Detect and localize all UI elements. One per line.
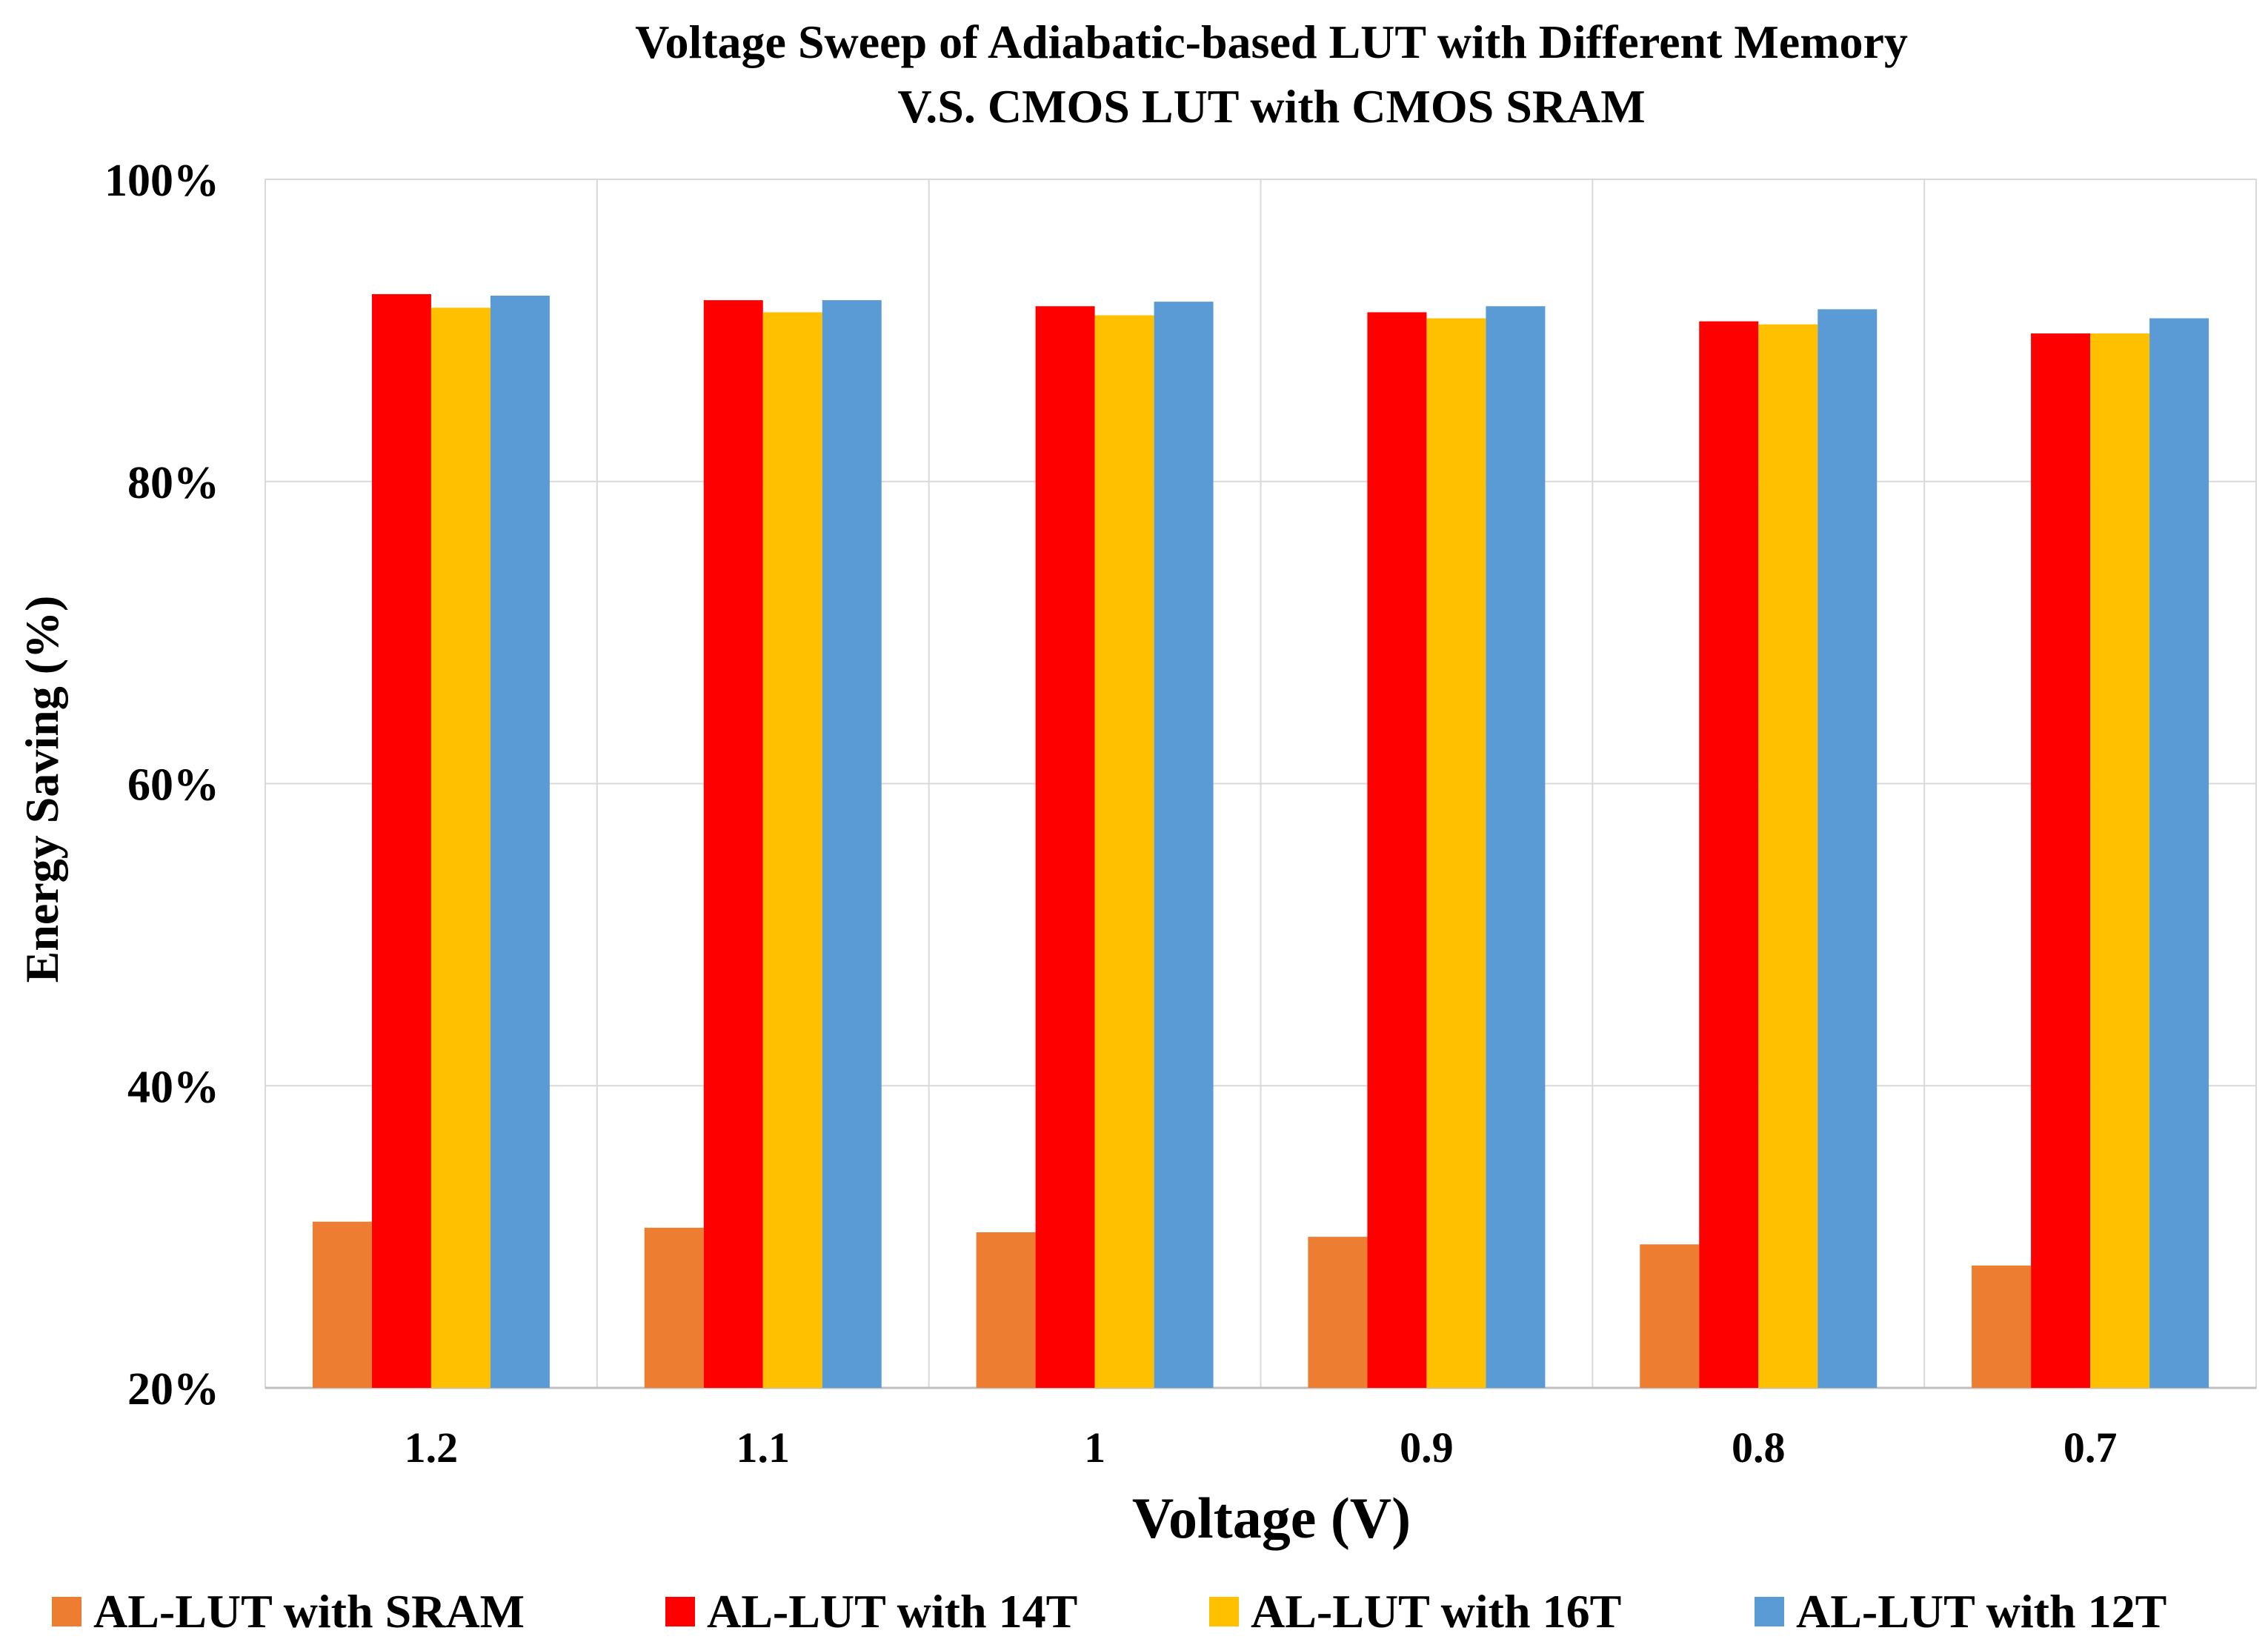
bar-al-lut-with-14t-0_8: [1699, 321, 1759, 1389]
bar-al-lut-with-16t-0_7: [2090, 333, 2150, 1388]
legend: AL-LUT with SRAM AL-LUT with 14T AL-LUT wi…: [52, 1585, 2166, 1638]
bar-al-lut-with-12t-1: [1154, 302, 1214, 1388]
x-tick-label: 0.8: [1732, 1423, 1786, 1472]
bar-al-lut-with-16t-0_9: [1426, 318, 1486, 1389]
bar-al-lut-with-16t-1_1: [762, 312, 822, 1388]
bar-al-lut-with-12t-1_2: [490, 295, 550, 1388]
legend-label: AL-LUT with 14T: [707, 1585, 1077, 1638]
y-tick-label: 60%: [127, 760, 219, 811]
bar-al-lut-with-12t-0_9: [1486, 306, 1546, 1388]
chart-title: Voltage Sweep of Adiabatic-based LUT wit…: [635, 16, 1908, 68]
bar-al-lut-with-14t-0_9: [1367, 312, 1427, 1388]
bars: [312, 293, 2209, 1389]
bar-al-lut-with-16t-1: [1094, 315, 1154, 1388]
bar-al-lut-with-12t-0_8: [1818, 309, 1878, 1388]
bar-al-lut-with-14t-1: [1035, 306, 1095, 1388]
bar-al-lut-with-sram-0_9: [1308, 1237, 1368, 1388]
legend-label: AL-LUT with SRAM: [93, 1585, 525, 1638]
x-tick-label: 1.2: [405, 1423, 459, 1472]
bar-al-lut-with-sram-1_1: [644, 1227, 704, 1388]
legend-swatch: [665, 1597, 695, 1626]
legend-label: AL-LUT with 16T: [1251, 1585, 1621, 1638]
bar-al-lut-with-12t-0_7: [2149, 318, 2209, 1389]
x-axis-ticks: 1.2 1.1 1 0.9 0.8 0.7: [405, 1423, 2118, 1472]
legend-swatch: [1209, 1597, 1239, 1626]
legend-swatch: [1755, 1597, 1784, 1626]
bar-al-lut-with-14t-0_7: [2031, 333, 2091, 1388]
legend-label: AL-LUT with 12T: [1796, 1585, 2166, 1638]
bar-al-lut-with-16t-0_8: [1758, 324, 1818, 1389]
bar-al-lut-with-12t-1_1: [822, 300, 882, 1389]
x-tick-label: 0.9: [1400, 1423, 1454, 1472]
y-tick-label: 80%: [127, 458, 219, 508]
x-tick-label: 1.1: [736, 1423, 791, 1472]
legend-swatch: [52, 1597, 82, 1626]
bar-al-lut-with-sram-1: [976, 1232, 1036, 1388]
bar-al-lut-with-16t-1_2: [430, 308, 490, 1389]
y-axis-label: Energy Saving (%): [16, 596, 68, 983]
bar-al-lut-with-14t-1_1: [703, 300, 763, 1389]
x-axis-label: Voltage (V): [1132, 1486, 1411, 1550]
y-tick-label: 40%: [127, 1062, 219, 1112]
x-tick-label: 1: [1084, 1423, 1105, 1472]
bar-al-lut-with-sram-0_7: [1972, 1265, 2032, 1388]
x-tick-label: 0.7: [2064, 1423, 2118, 1472]
chart-subtitle: V.S. CMOS LUT with CMOS SRAM: [897, 80, 1645, 133]
y-tick-label: 20%: [127, 1364, 219, 1415]
y-axis-ticks: 20% 40% 60% 80% 100%: [104, 156, 219, 1415]
bar-al-lut-with-sram-0_8: [1640, 1244, 1700, 1388]
bar-al-lut-with-14t-1_2: [371, 293, 431, 1388]
y-tick-label: 100%: [104, 156, 219, 206]
bar-al-lut-with-sram-1_2: [312, 1221, 372, 1388]
plot-area: [265, 179, 2257, 1389]
